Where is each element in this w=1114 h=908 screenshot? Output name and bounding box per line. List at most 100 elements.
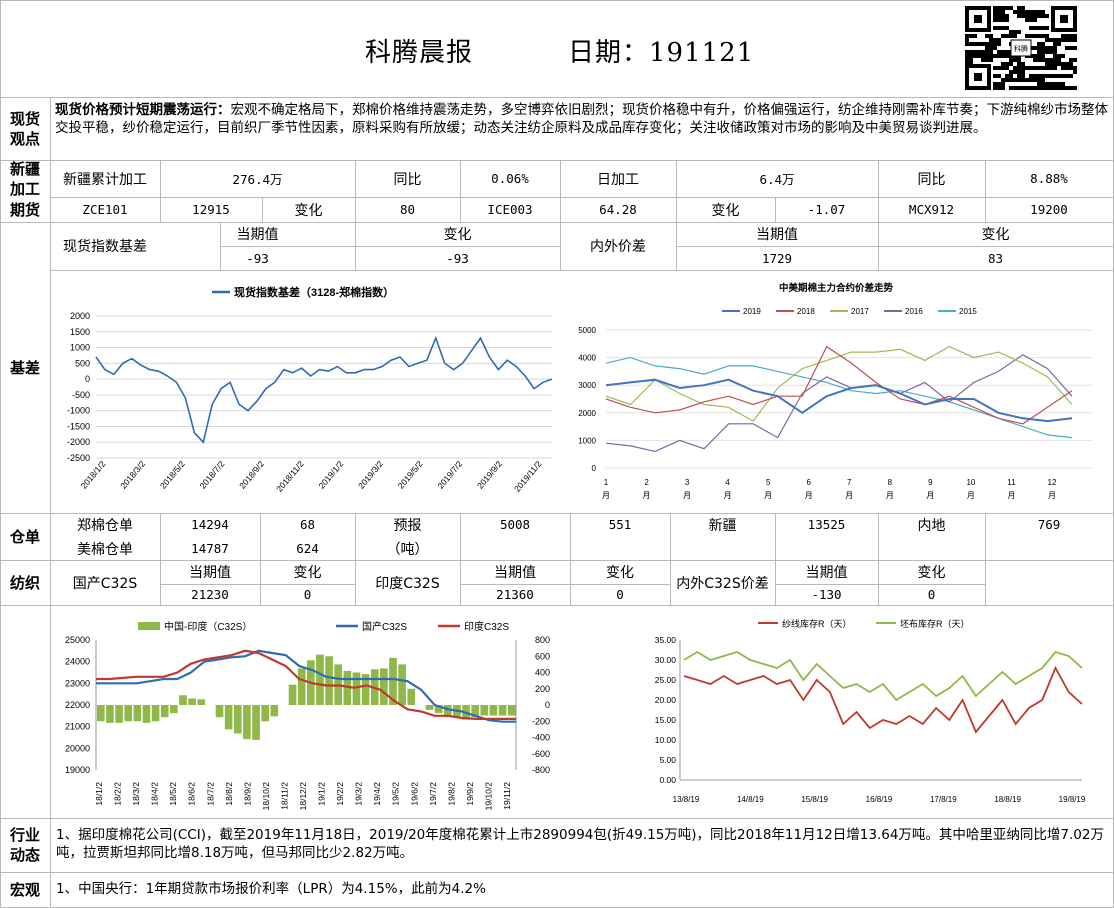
x-tick-label: 18/8/2 — [224, 782, 234, 806]
x-tick-label: 18/10/2 — [261, 782, 271, 811]
row-line — [775, 584, 985, 585]
row-line — [0, 513, 1114, 514]
basis-right-label: 内外价差 — [590, 239, 646, 255]
series-line — [683, 650, 1083, 702]
diff-bar — [425, 705, 434, 710]
chart-title: 中美期棉主力合约价差走势 — [779, 282, 894, 294]
x-tick-label: 7 — [847, 478, 852, 487]
col-line — [985, 513, 986, 605]
section-xinjiang: 新疆加工 — [9, 159, 40, 198]
xj-daily-yoy-label: 同比 — [917, 171, 946, 188]
series-line — [96, 649, 516, 723]
x-tick-label: 2019/3/2 — [356, 459, 385, 491]
basis-left-label: 现货指数基差 — [63, 239, 147, 255]
row-line — [0, 160, 1114, 161]
col-line — [878, 222, 879, 270]
col-line — [460, 513, 461, 605]
x-tick-label: 18/5/2 — [168, 782, 178, 806]
diff-bar — [160, 705, 169, 718]
diff-bar — [434, 705, 443, 714]
diff-bar — [480, 705, 489, 716]
series-line — [96, 649, 516, 720]
wh-zce-value: 14294 — [191, 517, 229, 532]
x-tick-label: 18/3/2 — [131, 782, 141, 806]
x-tick-label: 2018/11/2 — [274, 459, 306, 494]
diff-bar — [124, 705, 133, 722]
qr-logo-text: 科腾 — [1014, 44, 1028, 53]
y2-tick-label: -400 — [532, 733, 550, 743]
spin-cn-chg-label: 变化 — [293, 565, 322, 581]
col-line — [160, 513, 161, 605]
diff-bar — [97, 705, 105, 722]
diff-bar — [389, 657, 397, 705]
y2-tick-label: 600 — [535, 651, 550, 661]
report-title: 科腾晨报 — [365, 38, 474, 68]
x-tick-label: 8 — [888, 478, 893, 487]
diff-bar — [151, 705, 160, 722]
x-tick-label: 月 — [643, 491, 651, 500]
legend-label: 坯布库存R（天） — [900, 618, 970, 629]
x-tick-label: 2 — [644, 478, 649, 487]
diff-bar — [443, 705, 452, 718]
x-tick-label: 17/8/19 — [930, 795, 957, 804]
x-tick-label: 6 — [807, 478, 812, 487]
series-line-2016 — [605, 354, 1073, 453]
y-tick-label: 4000 — [578, 354, 596, 363]
series-line-2018 — [605, 345, 1073, 425]
diff-bar — [352, 672, 361, 705]
y2-tick-label: -800 — [532, 765, 550, 775]
col-line — [878, 513, 879, 605]
y-tick-label: 25.00 — [655, 675, 677, 685]
wh-ice-label: 美棉仓单 — [77, 541, 133, 558]
x-tick-label: 月 — [724, 491, 732, 500]
macro-news-text: 1、中国央行：1年期贷款市场报价利率（LPR）为4.15%，此前为4.2% — [56, 881, 486, 897]
section-macro: 宏观 — [9, 880, 40, 899]
row-line — [0, 872, 1114, 873]
basis-left-cur-label: 当期值 — [236, 227, 279, 243]
section-futures: 期货 — [9, 200, 40, 219]
series-line-2017 — [605, 345, 1073, 422]
basis-right-cur-label: 当期值 — [756, 227, 798, 243]
wh-forecast-value: 5008 — [499, 517, 531, 532]
report-date: 日期：191121 — [568, 38, 755, 68]
x-tick-label: 月 — [602, 491, 610, 500]
spin-cn-cur-label: 当期值 — [189, 565, 231, 581]
diff-bar — [133, 705, 142, 722]
diff-bar — [243, 705, 251, 740]
row-line — [676, 246, 1114, 247]
diff-bar — [142, 705, 151, 723]
basis-line-chart: 2000 1500 1000 500 0 -500 -1000 -1500 -2000 -2500… — [67, 285, 553, 494]
x-tick-label: 2019/7/2 — [435, 459, 464, 491]
wh-ice-value: 14787 — [191, 541, 229, 556]
basis-right-chg-label: 变化 — [981, 227, 1010, 243]
diff-bar — [261, 705, 269, 722]
col-line — [160, 160, 161, 222]
xj-daily-label: 日加工 — [597, 171, 639, 188]
row-line — [0, 97, 1114, 98]
x-tick-label: 2019/1/2 — [316, 459, 345, 491]
col-line — [670, 513, 671, 605]
diff-bar — [252, 705, 260, 740]
x-tick-label: 14/8/19 — [737, 795, 764, 804]
xj-yoy-value: 0.06% — [491, 171, 529, 186]
x-tick-label: 16/8/19 — [866, 795, 893, 804]
col-line — [775, 513, 776, 605]
y-tick-label: 500 — [75, 358, 90, 368]
x-tick-label: 月 — [886, 491, 894, 500]
wh-zce-label: 郑棉仓单 — [77, 517, 133, 534]
x-tick-label: 18/9/2 — [242, 782, 252, 806]
basis-right-chg-value: 83 — [987, 250, 1004, 266]
x-tick-label: 2018/1/2 — [79, 459, 108, 491]
x-tick-label: 月 — [967, 491, 975, 500]
row-line — [160, 584, 355, 585]
col-line — [355, 513, 356, 605]
x-tick-label: 19/1/2 — [317, 782, 327, 806]
spin-diff-cur-label: 当期值 — [805, 565, 848, 581]
diff-bar — [407, 688, 416, 705]
x-tick-label: 月 — [845, 491, 853, 500]
diff-bar — [325, 656, 333, 705]
x-tick-label: 19/6/2 — [409, 782, 419, 806]
border-top — [0, 0, 1114, 1]
x-tick-label: 19/5/2 — [391, 782, 401, 806]
spot-view-body: 宏观不确定格局下，郑棉价格维持震荡走势，多空博弈依旧剧烈；现货价格稳中有升，价格… — [55, 102, 1108, 136]
